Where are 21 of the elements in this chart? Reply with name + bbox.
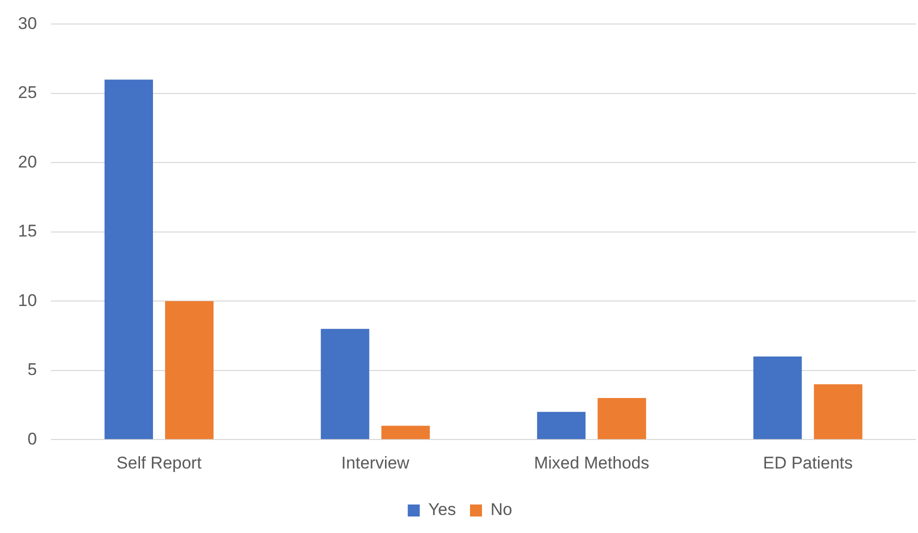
x-tick-label: Mixed Methods [534,453,650,472]
x-tick-label: ED Patients [762,453,853,472]
bar [104,80,153,440]
y-tick-label: 25 [18,83,37,102]
legend-label: No [490,500,512,520]
y-tick-label: 10 [18,290,37,310]
bar [814,384,862,440]
y-tick-label: 0 [27,429,37,448]
bar [165,301,214,440]
bar [537,412,586,440]
y-tick-label: 5 [27,360,37,380]
y-tick-label: 15 [18,222,37,241]
y-tick-label: 20 [18,152,37,172]
x-tick-label: Self Report [116,453,202,472]
bar [598,398,646,440]
y-tick-label: 30 [18,14,37,33]
bar [381,426,430,440]
legend-label: Yes [428,500,456,520]
bar [320,328,370,440]
x-tick-label: Interview [341,453,410,472]
bar [753,356,802,440]
